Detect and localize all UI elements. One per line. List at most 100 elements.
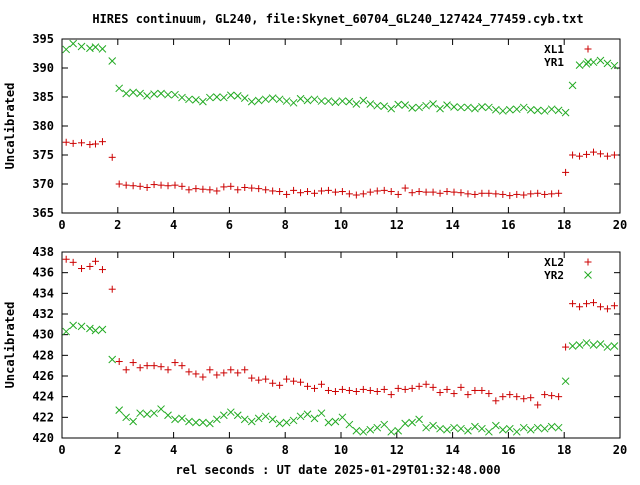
- data-point-d2: [289, 416, 298, 425]
- data-point: [562, 343, 570, 351]
- data-point: [394, 384, 402, 392]
- data-point: [143, 410, 151, 419]
- data-point: [450, 103, 458, 111]
- data-point-d2: [310, 95, 319, 104]
- data-point: [69, 139, 77, 147]
- data-point: [485, 427, 493, 436]
- data-point-d2: [108, 57, 117, 65]
- data-point: [157, 181, 165, 189]
- data-point: [387, 391, 395, 399]
- data-point: [317, 380, 325, 388]
- data-point-d2: [157, 405, 165, 413]
- data-point: [122, 181, 130, 189]
- data-point: [129, 417, 137, 426]
- series-xl1: [62, 138, 618, 200]
- data-point: [129, 88, 137, 97]
- y-tick-label: 380: [32, 119, 54, 133]
- data-point: [562, 168, 570, 176]
- data-point-d2: [505, 105, 514, 114]
- data-point: [227, 366, 235, 374]
- data-point: [422, 423, 430, 432]
- data-point: [575, 341, 584, 349]
- data-point-d2: [478, 424, 486, 433]
- data-point-d2: [610, 342, 619, 350]
- data-point-d2: [568, 342, 577, 350]
- data-point-d2: [512, 427, 521, 436]
- data-point: [157, 363, 165, 371]
- data-point: [512, 427, 521, 436]
- data-point-d2: [254, 96, 263, 105]
- data-point-d2: [164, 90, 172, 99]
- data-point-d2: [505, 424, 514, 433]
- legend-marker: [584, 45, 592, 53]
- data-point: [415, 415, 423, 424]
- data-point: [520, 191, 528, 199]
- data-point: [471, 104, 479, 113]
- data-point: [98, 45, 107, 53]
- data-point-d2: [415, 103, 423, 112]
- data-point: [338, 188, 346, 196]
- data-point: [491, 421, 500, 430]
- data-point: [324, 97, 333, 105]
- data-point: [171, 181, 179, 189]
- data-point: [436, 424, 444, 433]
- data-point: [527, 394, 535, 402]
- data-point: [401, 385, 409, 393]
- data-point-d2: [408, 418, 416, 427]
- data-point: [505, 424, 514, 433]
- data-point-d2: [86, 324, 94, 333]
- data-point-d2: [547, 105, 556, 114]
- data-point: [122, 413, 131, 422]
- data-point: [69, 258, 77, 266]
- data-point: [247, 97, 256, 106]
- data-point: [450, 188, 458, 196]
- data-point: [457, 383, 465, 391]
- data-point: [596, 340, 605, 348]
- data-point: [91, 43, 100, 51]
- data-point: [373, 187, 381, 195]
- data-point-d2: [554, 423, 563, 432]
- data-point: [157, 89, 165, 98]
- x-tick-label: 8: [282, 218, 289, 232]
- data-point: [394, 190, 402, 198]
- data-point-d2: [91, 326, 100, 335]
- data-point-d2: [219, 411, 228, 420]
- data-point: [199, 418, 207, 427]
- data-point: [212, 93, 221, 101]
- data-point: [359, 190, 367, 198]
- data-point: [610, 61, 619, 70]
- data-point-d2: [380, 102, 389, 111]
- data-point: [338, 413, 347, 422]
- data-point: [401, 419, 410, 428]
- data-point: [583, 150, 591, 158]
- data-point: [478, 424, 486, 433]
- data-point: [401, 101, 410, 109]
- data-point: [310, 414, 319, 423]
- data-point: [171, 415, 179, 424]
- data-point: [91, 257, 99, 265]
- data-point: [526, 425, 535, 434]
- y-tick-label: 436: [32, 266, 54, 280]
- data-point: [269, 187, 277, 195]
- data-point: [561, 108, 570, 117]
- data-point: [206, 366, 214, 374]
- data-point-d2: [589, 341, 598, 349]
- data-point: [554, 106, 563, 115]
- y-tick-label: 390: [32, 61, 54, 75]
- data-point: [115, 84, 124, 93]
- data-point-d2: [575, 341, 584, 349]
- data-point-d2: [185, 95, 193, 104]
- data-point: [77, 322, 86, 331]
- data-point-d2: [429, 421, 437, 430]
- x-tick-label: 14: [445, 218, 459, 232]
- data-point: [555, 393, 563, 401]
- x-tick-label: 4: [170, 443, 177, 457]
- data-point: [255, 185, 263, 193]
- data-point: [115, 358, 123, 366]
- data-point: [234, 186, 242, 194]
- data-point: [464, 391, 472, 399]
- x-tick-label: 0: [58, 218, 65, 232]
- data-point: [492, 397, 500, 405]
- data-point: [98, 325, 107, 334]
- data-point-d2: [352, 100, 361, 108]
